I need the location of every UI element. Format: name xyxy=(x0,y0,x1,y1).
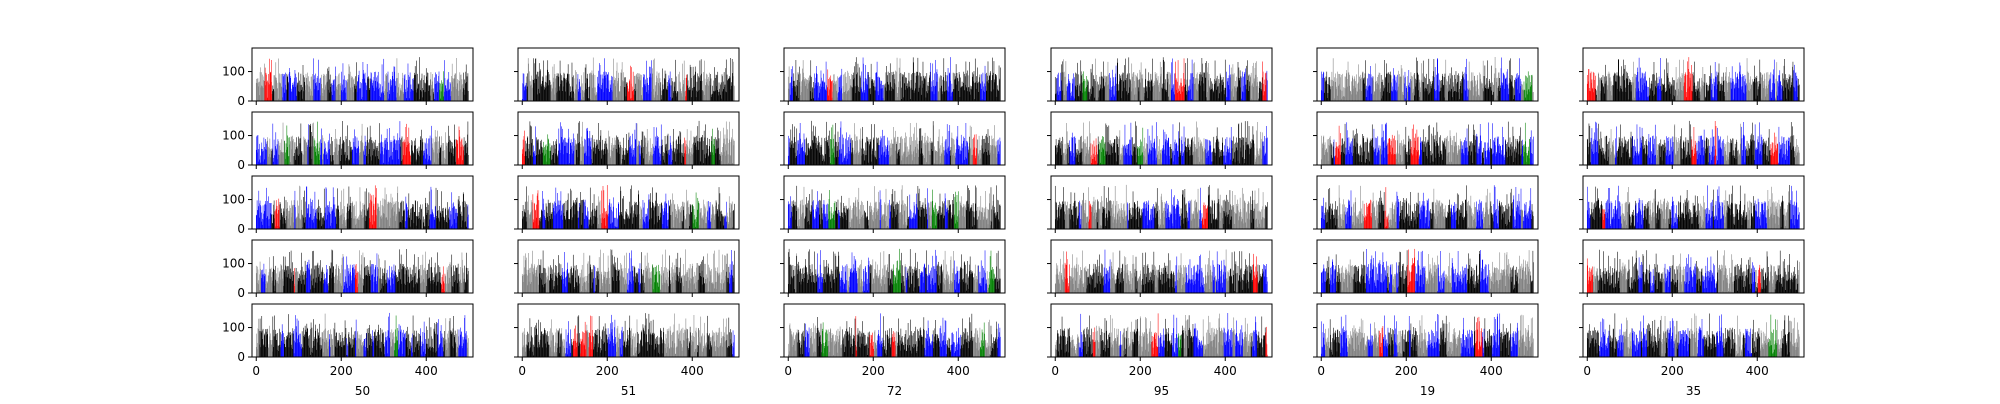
bar-group xyxy=(1587,57,1799,101)
panel-r2-c3 xyxy=(780,112,1005,169)
bar-group xyxy=(788,57,1000,101)
bar-group xyxy=(256,57,468,101)
panel-r2-c1: 0 100 xyxy=(222,112,473,172)
bar-group xyxy=(1321,57,1533,101)
panel-r1-c6 xyxy=(1579,48,1804,105)
bar-group xyxy=(1055,121,1267,165)
y-tick-label: 0 xyxy=(237,158,245,172)
panel-r2-c2 xyxy=(514,112,739,169)
bar-group xyxy=(788,121,1000,165)
panel-r1-c5 xyxy=(1313,48,1538,105)
bar-group xyxy=(1055,57,1267,101)
panel-r1-c2 xyxy=(514,48,739,105)
bar-group xyxy=(522,58,734,101)
y-tick-label: 100 xyxy=(222,129,245,143)
y-tick-label: 0 xyxy=(237,94,245,108)
panel-r1-c1: 0 100 xyxy=(222,48,473,108)
panel-r2-c4 xyxy=(1047,112,1272,169)
bar-group xyxy=(522,121,734,165)
panel-r1-c4 xyxy=(1047,48,1272,105)
panel-r1-c3 xyxy=(780,48,1005,105)
bar-group xyxy=(256,121,468,165)
y-tick-label: 100 xyxy=(222,65,245,79)
